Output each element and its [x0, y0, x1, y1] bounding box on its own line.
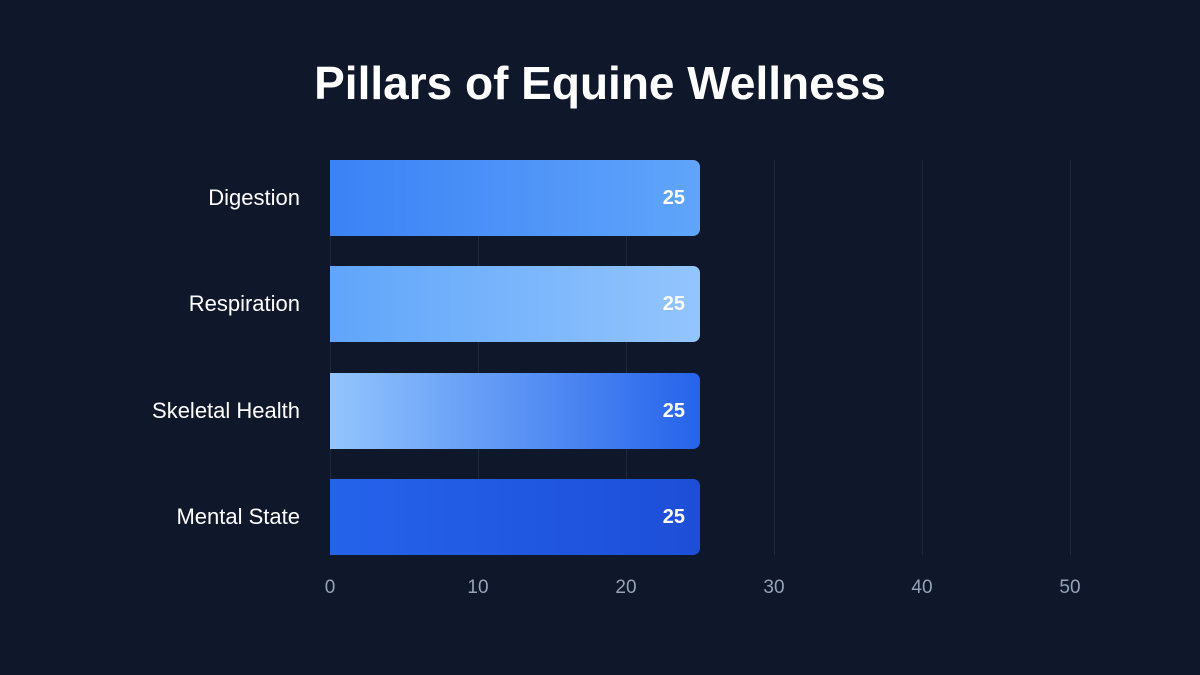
x-tick-label: 0 — [324, 577, 336, 598]
x-tick-label: 40 — [911, 577, 933, 598]
category-label: Skeletal Health — [152, 398, 300, 423]
category-label: Digestion — [208, 185, 300, 210]
bar-value-label: 25 — [662, 187, 685, 209]
bar-value-label: 25 — [662, 293, 685, 315]
bar-value-label: 25 — [662, 506, 685, 528]
gridline — [922, 160, 923, 555]
gridline — [330, 160, 331, 555]
gridline — [774, 160, 775, 555]
gridline — [626, 160, 627, 555]
x-tick-label: 10 — [467, 577, 489, 598]
category-label: Mental State — [176, 504, 300, 529]
gridline — [1070, 160, 1071, 555]
category-label: Respiration — [188, 291, 300, 316]
bar-digestion: 25 — [330, 160, 700, 236]
x-tick-label: 50 — [1059, 577, 1081, 598]
bar-respiration: 25 — [330, 266, 700, 342]
x-tick-label: 30 — [763, 577, 785, 598]
x-tick-label: 20 — [615, 577, 637, 598]
chart-title: Pillars of Equine Wellness — [314, 57, 886, 109]
plot-area: 25 25 25 25 — [330, 160, 1071, 555]
gridline — [478, 160, 479, 555]
bar-skeletal-health: 25 — [330, 373, 700, 449]
bar-value-label: 25 — [662, 400, 685, 422]
bar-mental-state: 25 — [330, 479, 700, 555]
